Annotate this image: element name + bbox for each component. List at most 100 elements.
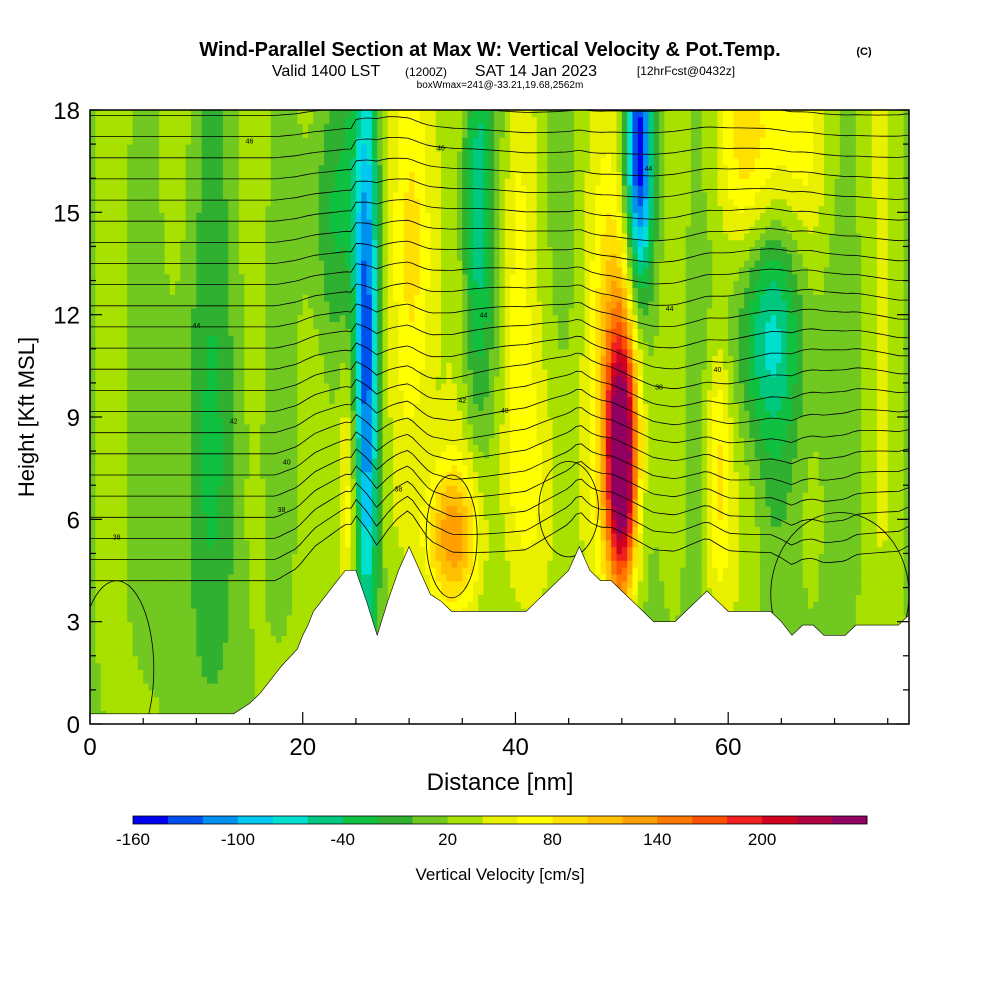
velocity-cell <box>228 116 235 125</box>
velocity-cell <box>260 512 267 520</box>
velocity-cell <box>313 573 320 582</box>
velocity-cell <box>100 594 107 602</box>
velocity-cell <box>196 642 203 650</box>
velocity-cell <box>329 362 336 370</box>
velocity-cell <box>238 362 245 370</box>
velocity-cell <box>95 498 102 507</box>
velocity-cell <box>116 123 123 132</box>
velocity-cell <box>127 239 134 248</box>
velocity-cell <box>201 239 208 248</box>
velocity-cell <box>105 683 112 691</box>
velocity-cell <box>148 676 155 684</box>
velocity-cell <box>201 539 208 548</box>
velocity-cell <box>185 198 192 207</box>
velocity-cell <box>121 703 128 711</box>
velocity-cell <box>292 260 299 268</box>
velocity-cell <box>169 567 176 575</box>
velocity-cell <box>286 594 293 602</box>
velocity-cell <box>222 410 229 418</box>
velocity-cell <box>217 594 224 602</box>
velocity-cell <box>345 130 352 138</box>
velocity-cell <box>207 144 213 152</box>
velocity-cell <box>377 239 384 248</box>
velocity-cell <box>148 417 155 425</box>
velocity-cell <box>238 417 245 425</box>
velocity-cell <box>148 464 155 473</box>
velocity-cell <box>212 110 219 118</box>
velocity-cell <box>159 498 166 507</box>
velocity-cell <box>233 526 240 534</box>
velocity-cell <box>90 655 96 664</box>
velocity-cell <box>350 369 357 377</box>
velocity-cell <box>180 205 187 213</box>
velocity-cell <box>238 369 245 377</box>
velocity-cell <box>95 662 102 671</box>
velocity-cell <box>281 437 288 445</box>
velocity-cell <box>201 376 208 384</box>
velocity-cell <box>137 560 144 568</box>
velocity-cell <box>90 198 96 207</box>
velocity-cell <box>281 185 288 193</box>
velocity-cell <box>169 423 176 432</box>
velocity-cell <box>191 512 197 520</box>
velocity-cell <box>302 512 309 520</box>
velocity-cell <box>95 376 102 384</box>
velocity-cell <box>185 444 192 452</box>
velocity-cell <box>180 321 187 329</box>
velocity-cell <box>297 246 304 254</box>
velocity-cell <box>233 144 240 152</box>
velocity-cell <box>148 621 155 630</box>
velocity-cell <box>105 335 112 343</box>
velocity-cell <box>249 546 256 555</box>
velocity-cell <box>265 185 272 193</box>
velocity-cell <box>270 382 277 391</box>
velocity-cell <box>302 314 309 323</box>
velocity-cell <box>159 369 166 377</box>
velocity-cell <box>265 587 272 595</box>
velocity-cell <box>132 301 139 309</box>
velocity-cell <box>159 539 166 548</box>
velocity-cell <box>233 205 240 213</box>
velocity-cell <box>159 130 166 138</box>
velocity-cell <box>132 403 139 411</box>
velocity-cell <box>95 539 102 548</box>
velocity-cell <box>334 355 341 364</box>
velocity-cell <box>132 389 139 398</box>
velocity-cell <box>127 621 134 630</box>
velocity-cell <box>111 307 118 316</box>
velocity-cell <box>164 498 171 507</box>
velocity-cell <box>228 239 235 248</box>
velocity-cell <box>153 676 160 684</box>
velocity-cell <box>270 614 277 623</box>
velocity-cell <box>377 410 384 418</box>
velocity-cell <box>382 560 389 568</box>
velocity-cell <box>180 478 187 486</box>
velocity-cell <box>292 410 299 418</box>
velocity-cell <box>100 532 107 541</box>
velocity-cell <box>153 253 160 261</box>
box-wmax-note: boxWmax=241@-33.21,19.68,2562m <box>417 80 584 91</box>
velocity-cell <box>196 301 203 309</box>
velocity-cell <box>153 239 160 248</box>
velocity-cell <box>355 205 362 213</box>
velocity-cell <box>308 539 314 548</box>
velocity-cell <box>238 116 245 125</box>
velocity-cell <box>233 185 240 193</box>
velocity-cell <box>377 123 384 132</box>
velocity-cell <box>334 567 341 575</box>
velocity-cell <box>121 642 128 650</box>
velocity-cell <box>159 628 166 636</box>
velocity-cell <box>143 239 150 248</box>
velocity-cell <box>95 171 102 179</box>
velocity-cell <box>377 191 384 200</box>
velocity-cell <box>345 410 352 418</box>
velocity-cell <box>286 567 293 575</box>
velocity-cell <box>361 492 368 500</box>
velocity-cell <box>201 587 208 595</box>
velocity-cell <box>111 655 118 664</box>
velocity-cell <box>339 369 346 377</box>
velocity-cell <box>137 669 144 677</box>
velocity-cell <box>244 369 251 377</box>
velocity-cell <box>185 642 192 650</box>
velocity-cell <box>153 212 160 220</box>
